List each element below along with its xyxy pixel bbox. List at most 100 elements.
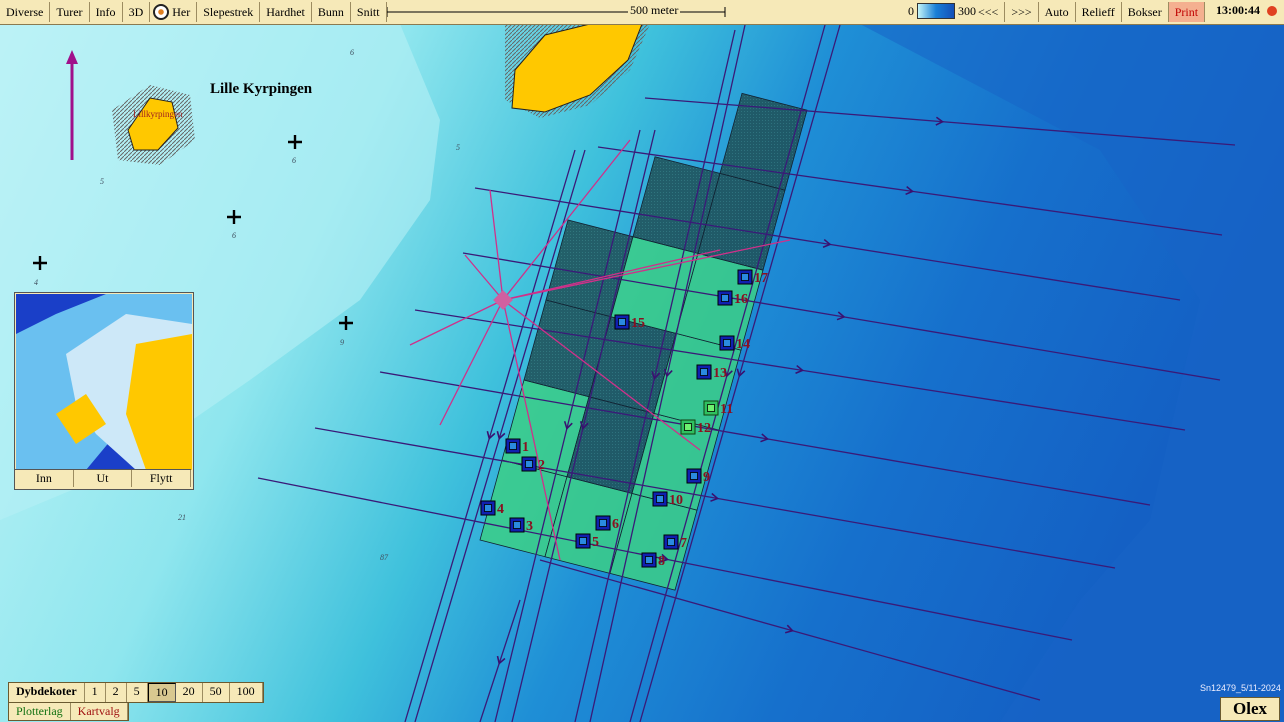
clock: 13:00:44 [1216, 3, 1260, 17]
place-name: Lille Kyrpingen [210, 81, 313, 97]
tab[interactable]: Kartvalg [71, 703, 128, 720]
serial: Sn12479_5/11-2024 [1200, 683, 1281, 693]
depth-label: 9 [340, 338, 344, 347]
route-line [439, 299, 504, 426]
target-icon [153, 4, 170, 20]
track-line [314, 427, 1116, 569]
route-line [502, 139, 631, 301]
station-label: 2 [538, 458, 545, 473]
station-label: 8 [658, 554, 665, 569]
contour-option[interactable]: 10 [147, 683, 176, 702]
track-line [629, 24, 826, 722]
station-marker-inner [579, 537, 587, 545]
toolbar: Diverse Turer Info 3D Her Slepestrek Hardhet Bu… [0, 0, 1284, 25]
minimap-button[interactable]: Inn [15, 470, 74, 487]
toolbar-button[interactable]: Info [90, 2, 123, 22]
track-line [494, 129, 641, 722]
depth-gradient [917, 3, 955, 19]
scale-label: 500 meter [628, 3, 681, 18]
toolbar-button[interactable]: <<< [972, 2, 1006, 22]
station-marker-inner [509, 442, 517, 450]
toolbar-button[interactable]: Turer [50, 2, 90, 22]
minimap-button[interactable]: Flytt [132, 470, 192, 487]
contour-option[interactable]: 50 [203, 683, 230, 702]
track-line [539, 559, 1041, 701]
cross-marker [33, 256, 47, 270]
track-line [462, 252, 1221, 381]
place-name: Lillkyrpingen [133, 109, 183, 119]
toolbar-button[interactable]: Auto [1039, 2, 1076, 22]
depth-contour-panel: Dybdekoter 1 2 5 10 20 50 100 [8, 682, 264, 703]
tab-bar: Plotterlag Kartvalg [8, 702, 129, 721]
depth-label: 6 [232, 231, 236, 240]
station-label: 9 [703, 470, 710, 485]
station-label: 3 [526, 519, 533, 534]
toolbar-button[interactable]: Print [1168, 2, 1206, 22]
track-line [257, 477, 1073, 641]
contour-option[interactable]: 5 [127, 683, 148, 702]
depth-scale: 0 300 [908, 3, 976, 19]
station-label: 6 [612, 517, 619, 532]
route-line [502, 239, 791, 301]
toolbar-button[interactable]: Bokser [1122, 2, 1169, 22]
track-line [574, 29, 736, 722]
station-label: 4 [497, 502, 504, 517]
contour-option[interactable]: 2 [106, 683, 127, 702]
track-line [597, 146, 1223, 236]
station-label: 17 [754, 271, 768, 286]
minimap-button[interactable]: Ut [74, 470, 133, 487]
toolbar-button[interactable]: >>> [1005, 2, 1039, 22]
depth-label: 5 [100, 177, 104, 186]
contour-option[interactable]: 20 [176, 683, 203, 702]
track-line [479, 599, 521, 722]
route-line [502, 299, 701, 451]
status-light [1267, 6, 1277, 16]
depth-label: 6 [292, 156, 296, 165]
station-label: 16 [734, 292, 748, 307]
depth-label: 87 [380, 553, 389, 562]
track-line [414, 149, 586, 722]
track-line [379, 371, 1151, 506]
toolbar-button[interactable]: Relieff [1076, 2, 1122, 22]
station-marker-inner [656, 495, 664, 503]
track-line [511, 129, 656, 722]
toolbar-button[interactable]: Her [150, 2, 198, 22]
depth-label: 5 [456, 143, 460, 152]
toolbar-button[interactable]: Snitt [351, 2, 387, 22]
station-marker-inner [721, 294, 729, 302]
logo: Olex [1220, 697, 1280, 721]
toolbar-button[interactable]: Hardhet [260, 2, 312, 22]
station-marker-inner [707, 404, 715, 412]
waypoint [493, 290, 513, 310]
minimap-buttons: Inn Ut Flytt [15, 469, 192, 487]
route-line [502, 249, 721, 301]
tab[interactable]: Plotterlag [9, 703, 71, 720]
station-label: 7 [680, 536, 687, 551]
toolbar-button[interactable]: Slepestrek [197, 2, 261, 22]
contour-option[interactable]: 100 [230, 683, 263, 702]
toolbar-button[interactable]: Bunn [312, 2, 351, 22]
toolbar-button[interactable]: Diverse [0, 2, 51, 22]
station-marker-inner [645, 556, 653, 564]
station-marker-inner [513, 521, 521, 529]
station-label: 14 [736, 337, 750, 352]
toolbar-button[interactable]: 3D [123, 2, 151, 22]
route-line [409, 299, 504, 346]
station-marker-inner [599, 519, 607, 527]
station-label: 1 [522, 440, 529, 455]
depth-max: 300 [958, 3, 976, 18]
station-label: 13 [713, 366, 727, 381]
land [511, 23, 643, 113]
contour-option[interactable]: 1 [85, 683, 106, 702]
north-arrow-head [66, 50, 78, 64]
station-marker-inner [525, 460, 533, 468]
track-line [474, 187, 1181, 301]
depth-label: 6 [350, 48, 354, 57]
station-label: 10 [669, 493, 683, 508]
station-label: 12 [697, 421, 711, 436]
track-line [639, 24, 841, 722]
cross-marker [227, 210, 241, 224]
depth-label: 21 [178, 513, 186, 522]
